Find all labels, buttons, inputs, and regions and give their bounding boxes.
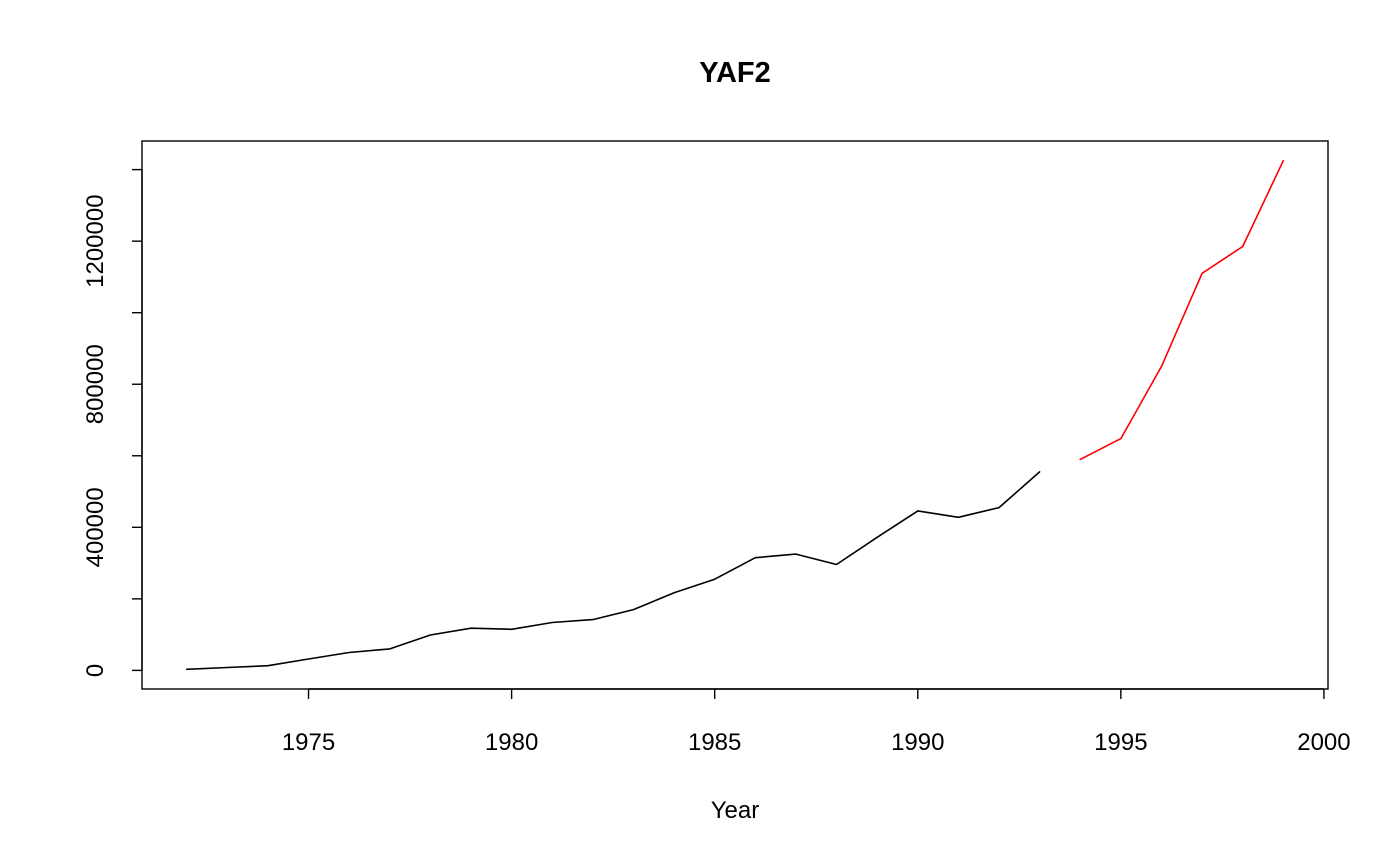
x-tick-label: 1975 <box>282 729 335 756</box>
x-tick-label: 1980 <box>485 729 538 756</box>
chart-title: YAF2 <box>699 57 770 89</box>
x-tick-label: 2000 <box>1297 729 1350 756</box>
plot-area-border <box>141 140 1329 690</box>
x-tick-label: 1985 <box>688 729 741 756</box>
series-layer <box>185 159 1285 671</box>
y-tick-label: 400000 <box>82 487 109 567</box>
x-tick-label: 1995 <box>1094 729 1147 756</box>
y-tick-label: 800000 <box>82 344 109 424</box>
series-line-2 <box>1079 159 1285 461</box>
y-axis: 0 400000 800000 1200000 <box>82 168 143 677</box>
y-tick-label: 1200000 <box>82 194 109 287</box>
y-tick-label: 0 <box>82 664 109 677</box>
series-line-1 <box>185 471 1041 671</box>
x-axis: 1975 1980 1985 1990 1995 2000 <box>282 688 1351 756</box>
x-axis-label: Year <box>711 797 760 824</box>
x-tick-label: 1990 <box>891 729 944 756</box>
